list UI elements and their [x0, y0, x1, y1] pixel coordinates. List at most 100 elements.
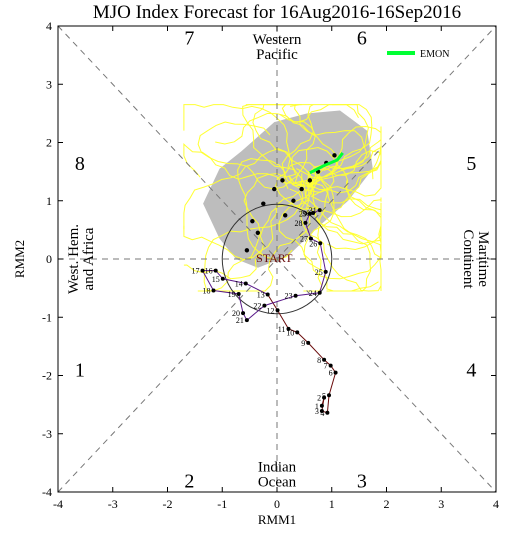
x-tick-label: -3 — [108, 497, 118, 511]
y-tick-label: 3 — [46, 77, 52, 91]
x-tick-label: -2 — [163, 497, 173, 511]
ensemble-mean-point — [283, 213, 288, 218]
observed-point — [293, 293, 298, 298]
observed-point-label: 31 — [309, 206, 317, 215]
region-label-indian-ocean: Ocean — [258, 475, 297, 491]
y-tick-label: -2 — [42, 369, 52, 383]
region-label-west-hem-africa: West. Hem. — [66, 224, 82, 294]
observed-point-label: 10 — [286, 328, 294, 337]
observed-point — [286, 326, 291, 331]
observed-point — [244, 318, 249, 323]
ensemble-mean-point — [291, 198, 296, 203]
ensemble-member-line — [275, 161, 382, 218]
ensemble-mean-point — [272, 186, 277, 192]
x-tick-label: -1 — [217, 497, 227, 511]
ensemble-member-line — [183, 148, 314, 230]
x-tick-label: 2 — [384, 497, 390, 511]
region-label-western-pacific: Pacific — [256, 47, 298, 63]
region-label-western-pacific: Western — [253, 32, 302, 48]
observed-point — [211, 288, 216, 293]
ensemble-member-line — [237, 158, 293, 261]
observed-point-label: 29 — [299, 210, 307, 219]
x-tick-label: 4 — [493, 497, 499, 511]
observed-point — [243, 281, 248, 286]
ensemble-mean-point — [255, 230, 261, 235]
observed-point-label: 7 — [324, 362, 328, 371]
start-label: START — [256, 251, 293, 265]
ensemble-member-line — [295, 171, 382, 259]
emon-line — [309, 152, 344, 175]
observed-point-label: 19 — [228, 290, 236, 299]
observed-point — [241, 311, 246, 316]
ensemble-mean-point — [307, 178, 313, 183]
region-label-maritime-continent: Continent — [460, 229, 476, 289]
observed-point — [328, 363, 333, 368]
observed-point-label: 23 — [285, 292, 293, 301]
observed-point-label: 30 — [302, 209, 310, 218]
observed-point-label: 22 — [253, 302, 261, 311]
phase-number-6: 6 — [357, 28, 367, 50]
ensemble-member-line — [303, 173, 379, 292]
observed-point-label: 16 — [205, 267, 213, 276]
ensemble-member-line — [309, 180, 382, 251]
phase-number-2: 2 — [184, 470, 194, 492]
legend-label-emon: EMON — [420, 49, 449, 60]
observed-point-label: 1 — [315, 402, 319, 411]
observed-point-label: 25 — [315, 268, 323, 277]
observed-point — [322, 395, 327, 400]
y-tick-label: 4 — [46, 19, 52, 33]
observed-point — [319, 409, 324, 414]
observed-point-label: 24 — [309, 289, 317, 298]
ensemble-member-line — [278, 178, 381, 280]
observed-point — [265, 292, 270, 297]
observed-point — [317, 208, 322, 213]
observed-point-label: 5 — [322, 391, 326, 400]
observed-point-label: 27 — [300, 235, 308, 244]
ensemble-spread — [203, 110, 373, 268]
ensemble-member-line — [279, 104, 369, 183]
observed-point — [325, 410, 330, 415]
phase-number-3: 3 — [357, 470, 367, 492]
chart-title: MJO Index Forecast for 16Aug2016-16Sep20… — [93, 2, 461, 23]
region-label-west-hem-africa: and Africa — [81, 227, 97, 290]
observed-point-label: 14 — [235, 279, 243, 288]
x-axis-label: RMM1 — [258, 512, 296, 527]
x-tick-label: -4 — [53, 497, 63, 511]
observed-point-label: 28 — [294, 219, 302, 228]
observed-point-label: 2 — [317, 394, 321, 403]
ensemble-member-line — [197, 172, 296, 292]
ensemble-member-line — [183, 173, 303, 261]
ensemble-member-line — [215, 112, 338, 178]
ensemble-member-line — [281, 104, 359, 189]
ensemble-member-line — [242, 104, 295, 171]
ensemble-member-line — [183, 143, 321, 186]
ensemble-mean-point — [261, 201, 266, 206]
observed-point-label: 20 — [232, 309, 240, 318]
unit-circle — [221, 203, 333, 315]
x-tick-label: 1 — [329, 497, 335, 511]
observed-point-label: 15 — [212, 275, 220, 284]
observed-point-label: 11 — [278, 325, 286, 334]
ensemble-member-line — [197, 121, 299, 190]
ensemble-mean-point — [250, 218, 255, 224]
observed-point — [311, 210, 316, 215]
observed-point-label: 17 — [192, 267, 200, 276]
observed-point — [333, 370, 338, 375]
phase-number-1: 1 — [75, 360, 85, 382]
phase-number-8: 8 — [75, 153, 85, 175]
observed-point — [307, 211, 312, 216]
observed-point-label: 4 — [320, 409, 324, 418]
region-label-maritime-continent: Maritime — [475, 231, 491, 287]
ensemble-member-line — [300, 168, 382, 292]
y-axis-label: RMM2 — [12, 240, 27, 278]
y-tick-label: -4 — [42, 485, 52, 499]
observed-point — [319, 403, 324, 408]
phase-number-7: 7 — [184, 28, 194, 50]
observed-point-label: 13 — [257, 291, 265, 300]
ensemble-member-line — [308, 138, 382, 212]
y-tick-label: 2 — [46, 136, 52, 150]
y-tick-label: 0 — [46, 252, 52, 266]
ensemble-member-line — [294, 104, 368, 183]
